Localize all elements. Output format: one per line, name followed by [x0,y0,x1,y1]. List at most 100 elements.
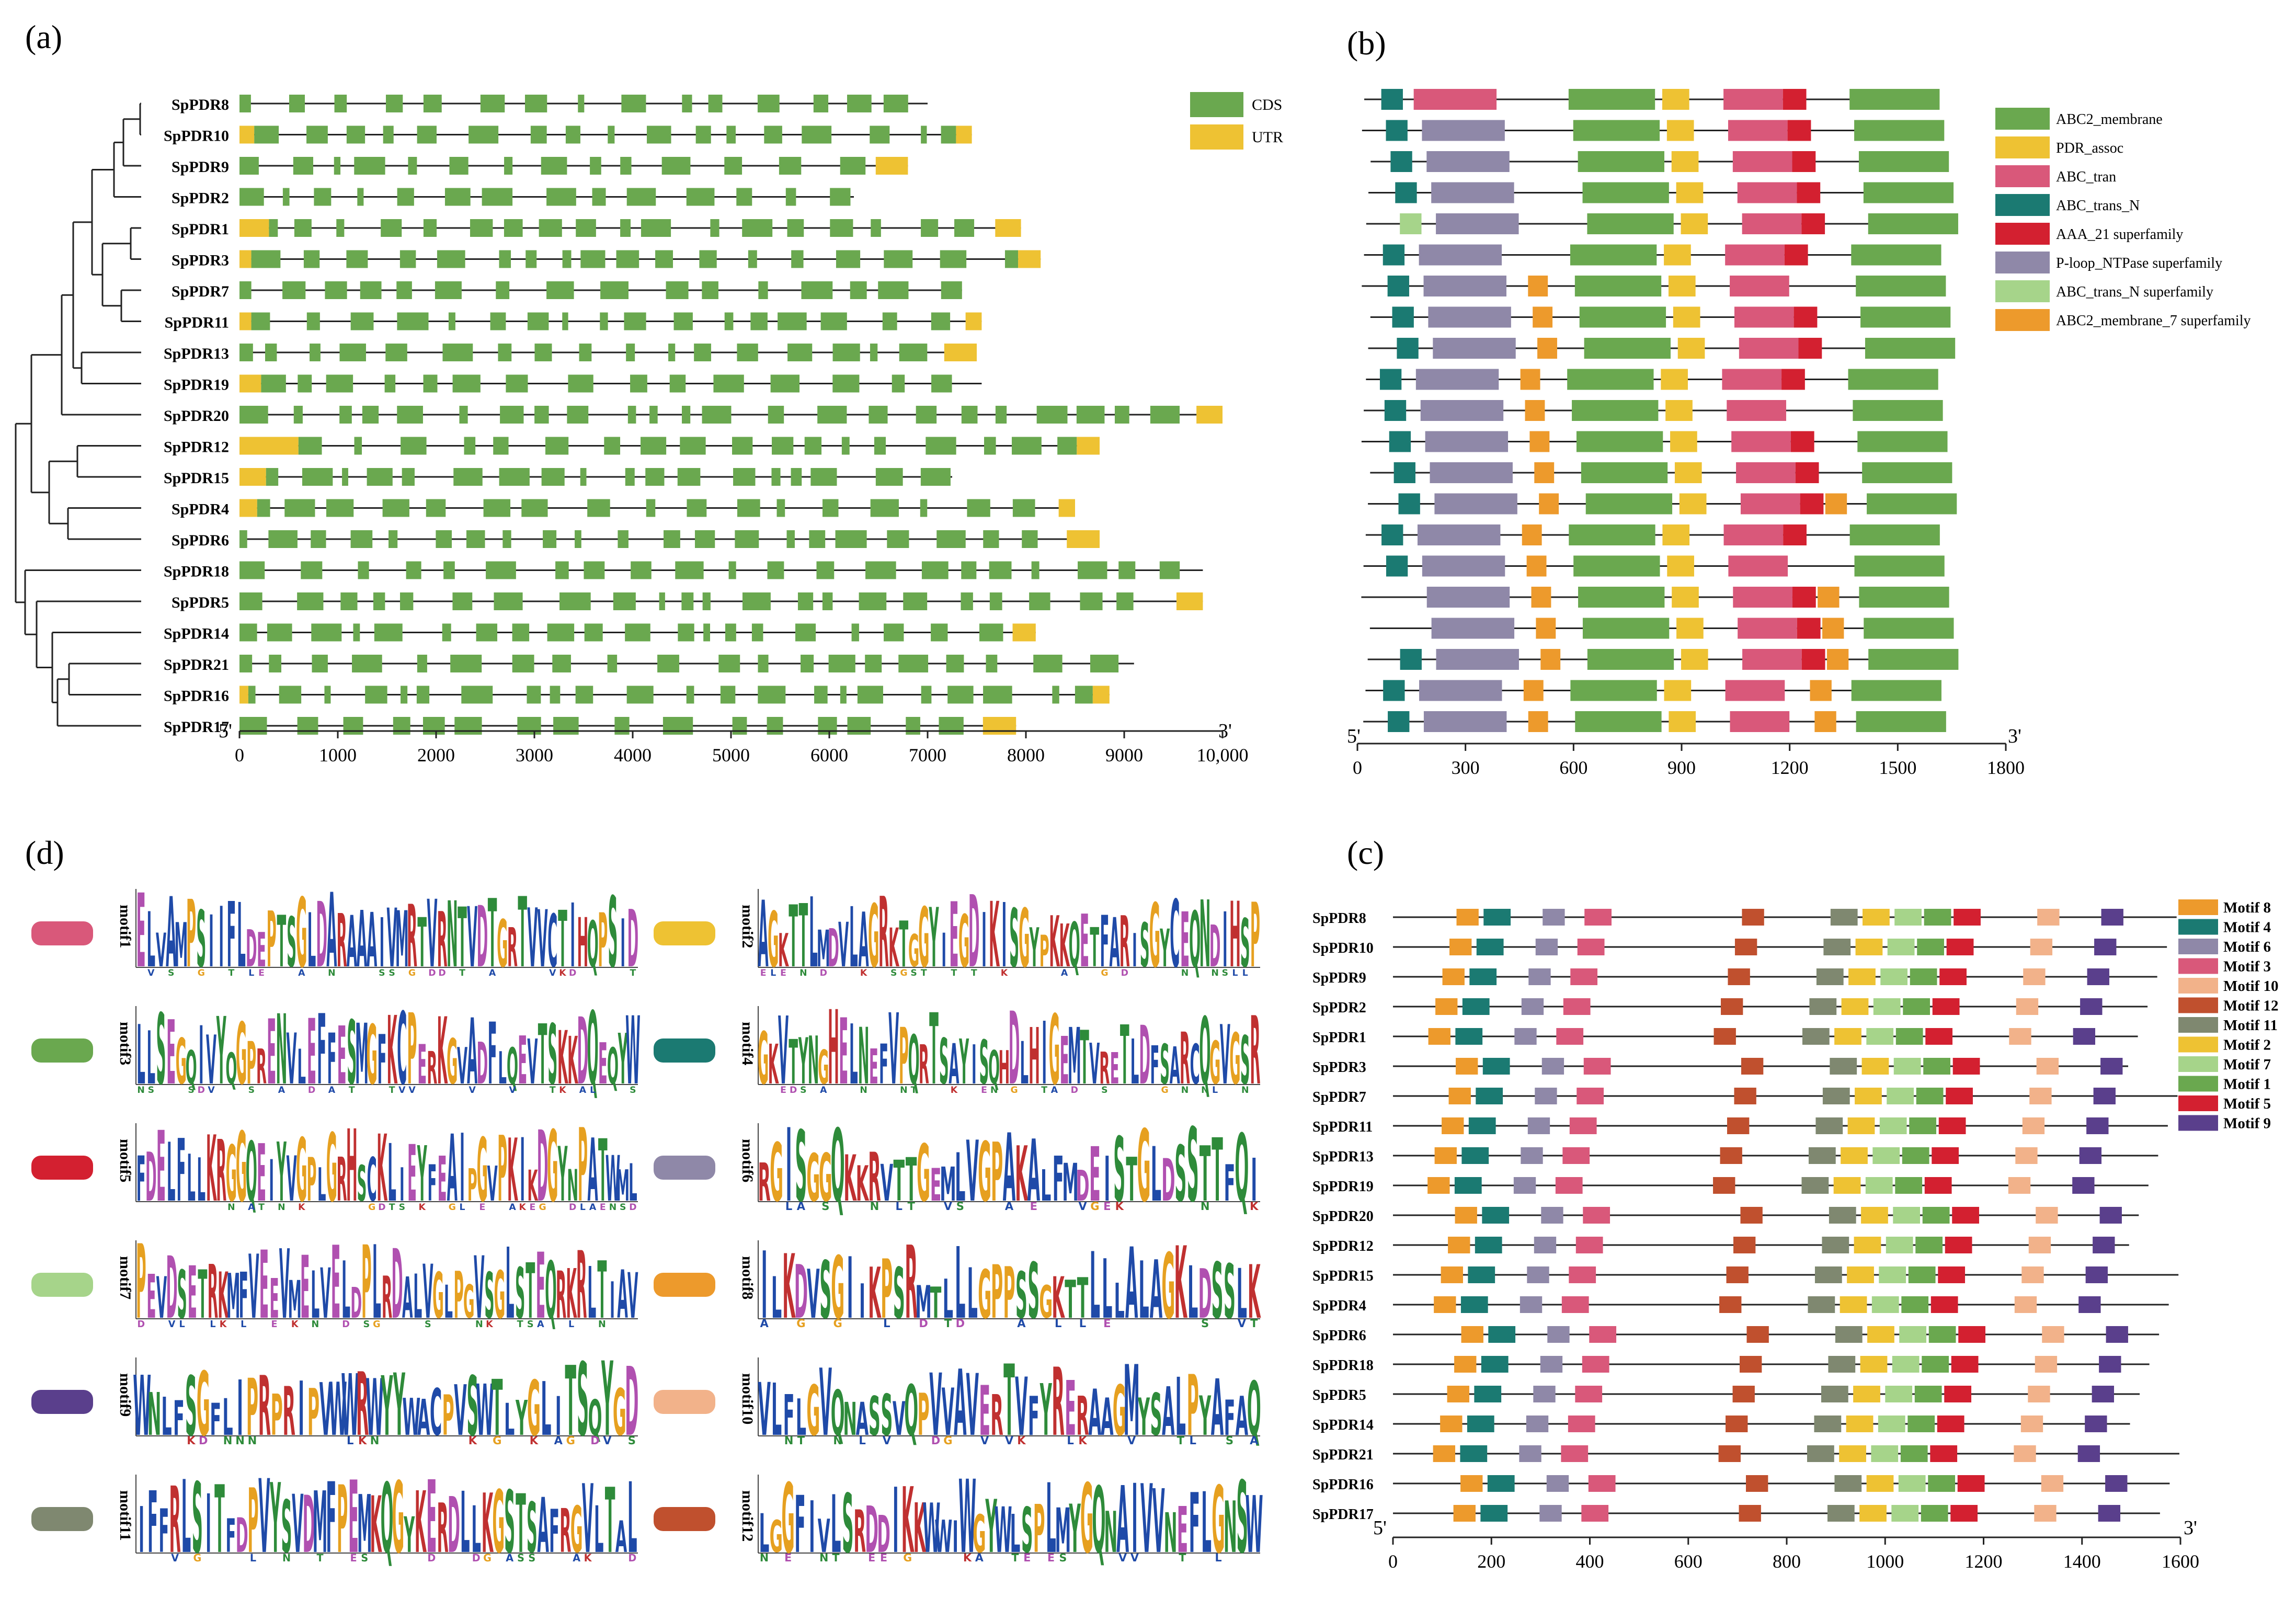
logo-letter: P [991,1126,1003,1220]
motif-swatch [31,1156,93,1180]
gene-label: SpPDR17 [164,718,229,736]
logo-letter: F [879,1033,888,1097]
logo-letter: E [267,1001,276,1105]
cds-box [1036,406,1068,424]
logo-letter: T [1090,916,1099,979]
cds-box [791,250,804,268]
cds-box [524,95,547,112]
cds-box [517,717,541,735]
motif-box-motif-10 [2041,1475,2064,1492]
domain-abc2-membrane [1859,587,1949,608]
logo-letter: F [173,1391,185,1447]
motif-row-sppdr9: SpPDR9 [1312,968,2157,986]
logo-letter: T [930,1277,942,1328]
logo-letter: F [1224,1154,1236,1212]
logo-letter-minor: D [919,1317,928,1330]
logo-letter-minor: L [1232,968,1238,978]
logo-letter: E [426,1460,437,1576]
logo-letter-minor: S [1226,1434,1233,1447]
logo-letter: G [1049,995,1060,1106]
logo-letter-minor: T [907,1200,915,1213]
logo-letter-minor: L [590,1085,596,1095]
cds-box [785,188,796,206]
logo-letter: A [417,1389,430,1447]
logo-letter: L [498,1043,507,1094]
utr-box [1196,406,1223,424]
logo-letter: T [214,1467,225,1575]
logo-letter-minor: V [1005,1434,1014,1447]
domain-row-sppdr16 [1365,680,1941,701]
domain-pdr-assoc [1676,618,1704,639]
cds-box [776,499,785,517]
logo-letter: L [136,1008,145,1103]
logo-letter: S [1009,892,1019,985]
motif-box-motif-12 [1732,1386,1755,1402]
logo-letter-minor: D [931,1434,940,1447]
legend-label: ABC_trans_N superfamily [2056,284,2213,300]
motif-box-motif-3 [1583,1058,1611,1075]
utr-box [983,717,1016,735]
logo-letter: T [597,1246,607,1337]
motif-box-motif-12 [1745,1475,1768,1492]
motif-box-motif-11 [1822,1088,1850,1104]
motif-box-motif-4 [1462,998,1490,1015]
domain-p-loop-ntpase-superfamily [1433,338,1516,359]
logo-letter: P [1040,926,1049,977]
cds-box [480,95,505,112]
cds-box [625,468,635,486]
gene-label: SpPDR8 [172,96,229,113]
logo-letter: A [326,872,337,990]
domain-abc-trans-n [1383,680,1405,701]
logo-letter: D [1076,1161,1089,1211]
logo-letter-minor: T [349,1085,355,1095]
logo-letter-minor: S [361,1552,368,1564]
cds-box [298,437,322,455]
logo-letter-minor: L [1067,1434,1073,1447]
logo-letter: G [1137,1109,1151,1224]
logo-letter: Q [1199,998,1210,1105]
logo-letter: R [356,1355,369,1456]
logo-letter-minor: E [981,1085,987,1095]
logo-letter: R [758,1152,771,1213]
cds-box [494,592,523,610]
gene-row-sppdr13: SpPDR13 [164,344,977,362]
legend-label: Motif 7 [2223,1056,2271,1073]
axis-c-tick-label: 600 [1674,1551,1703,1572]
logo-letter: F [136,1144,146,1216]
cds-box [282,281,306,299]
logo-letter: S [608,877,618,990]
domain-abc2-membrane [1854,120,1945,141]
cds-box [546,188,576,206]
cds-box [408,157,417,175]
domain-pdr-assoc [1676,182,1704,203]
logo-letter: C [430,1376,442,1451]
logo-letter-minor: T [832,1551,840,1564]
motif-box-motif-6 [1526,1416,1549,1432]
gene-label: SpPDR10 [164,128,229,145]
domain-pdr-assoc [1666,120,1694,141]
logo-letter: W [606,1144,621,1216]
logo-letter: S [1240,1022,1250,1099]
logo-letter: A [166,878,176,990]
motif-logo-motif7: motif7 PD E VDV SL E T RL KK MFL V E EE VMK E LN V E LD DPS… [31,1223,638,1342]
cds-box [339,406,352,424]
cds-box [737,344,758,361]
logo-letter-minor: S [188,1085,194,1095]
cds-box [875,468,903,486]
cds-box [850,281,867,299]
logo-letter: F [378,1021,387,1100]
logo-letter: I [761,1232,768,1340]
motif-box-motif-8 [1448,1237,1470,1253]
cds-box [869,406,888,424]
cds-box [293,406,303,424]
logo-letter: L [147,1016,156,1101]
cds-box [559,592,591,610]
logo-letter: L [1041,1160,1051,1211]
logo-letter: G [547,1111,558,1224]
cds-box [616,250,639,268]
motif-box-motif-9 [2092,1386,2114,1402]
motif-box-motif-1 [1900,1445,1928,1462]
logo-letter: M [940,1157,956,1212]
motif-box-motif-4 [1476,1088,1503,1104]
cds-box [726,125,736,144]
